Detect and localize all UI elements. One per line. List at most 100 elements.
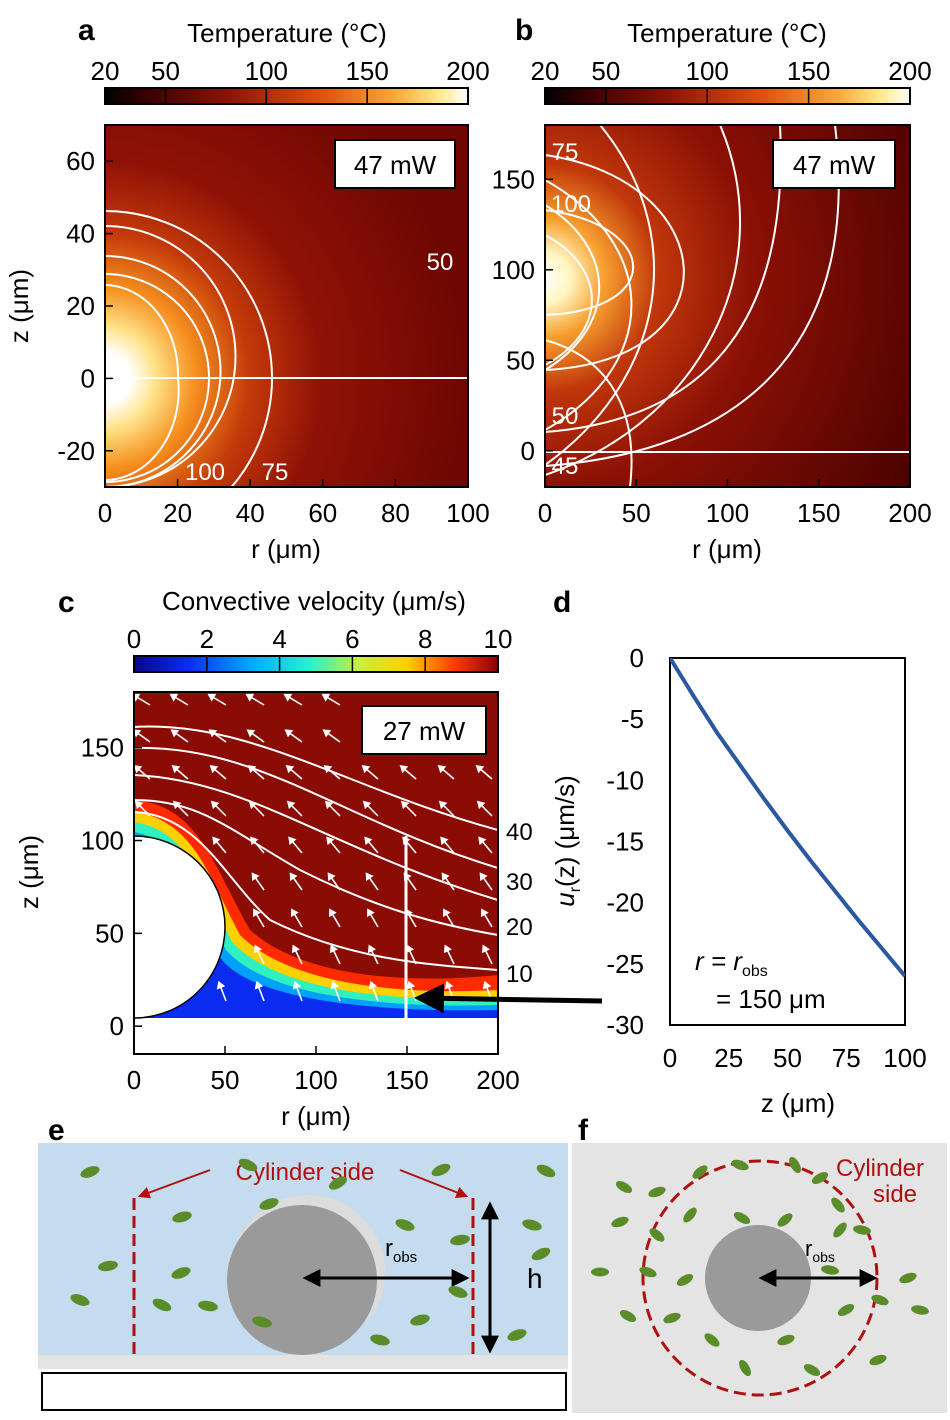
bacterium bbox=[172, 1211, 192, 1223]
power-label-a: 47 mW bbox=[354, 150, 437, 180]
colorbar-tick-label: 150 bbox=[345, 56, 388, 86]
velocity-arrowhead bbox=[288, 836, 297, 846]
ylabel-d-rest: (z) (μm/s) bbox=[550, 775, 580, 887]
bacterium bbox=[70, 1294, 90, 1306]
velocity-arrowhead bbox=[253, 908, 261, 918]
velocity-arrowhead bbox=[368, 980, 378, 990]
velocity-arrowhead bbox=[289, 872, 298, 882]
power-box-a bbox=[334, 139, 456, 189]
right-label-20: 20 bbox=[506, 914, 533, 941]
x-tick-label: 200 bbox=[888, 498, 931, 528]
y-tick-label: 20 bbox=[66, 291, 95, 321]
velocity-arrowhead bbox=[208, 729, 218, 738]
velocity-arrowhead bbox=[400, 800, 410, 810]
sphere-e bbox=[227, 1205, 377, 1355]
velocity-arrowhead bbox=[327, 872, 336, 882]
velocity-arrowhead bbox=[134, 765, 143, 774]
xlabel-c: r (μm) bbox=[281, 1101, 351, 1131]
velocity-arrowhead bbox=[482, 980, 492, 990]
velocity-arrowhead bbox=[207, 693, 217, 702]
velocity-arrowhead bbox=[212, 836, 221, 846]
contour-label-50-b: 50 bbox=[552, 403, 579, 430]
ylabel-d-sub: r bbox=[567, 886, 584, 892]
bacterium bbox=[733, 1212, 751, 1224]
ylabel-a: z (μm) bbox=[4, 269, 34, 343]
h-label-e: h bbox=[527, 1263, 543, 1294]
velocity-arrowhead bbox=[476, 800, 486, 810]
panel-letter-b: b bbox=[515, 14, 533, 47]
y-tick-label: 0 bbox=[521, 436, 535, 466]
y-tick-label: 150 bbox=[492, 164, 535, 194]
velocity-arrowhead bbox=[367, 944, 377, 954]
y-tick-label: -5 bbox=[621, 704, 644, 734]
y-tick-label: 50 bbox=[506, 345, 535, 375]
axes-b: 0 50 100 150 200 0 50 100 150 bbox=[492, 164, 932, 528]
y-tick-label: -30 bbox=[606, 1010, 644, 1040]
y-tick-label: -20 bbox=[606, 888, 644, 918]
velocity-arrowhead bbox=[481, 944, 491, 954]
colorbar-tick-label: 0 bbox=[127, 624, 141, 654]
velocity-arrowhead bbox=[253, 944, 263, 954]
velocity-arrowhead bbox=[440, 836, 449, 846]
svg-text:ur(z) (μm/s): ur(z) (μm/s) bbox=[550, 775, 584, 907]
bacterium bbox=[431, 1163, 451, 1177]
velocity-arrowhead bbox=[437, 764, 447, 774]
substrate-e bbox=[38, 1355, 568, 1369]
cylinder-label-e: Cylinder side bbox=[236, 1159, 375, 1186]
velocity-arrowhead bbox=[479, 872, 488, 882]
bacterium bbox=[98, 1260, 118, 1272]
bacterium bbox=[911, 1305, 929, 1315]
sphere-f bbox=[705, 1225, 811, 1331]
velocity-arrowhead bbox=[481, 908, 489, 918]
x-tick-label: 150 bbox=[385, 1065, 428, 1095]
velocity-arrowhead bbox=[322, 729, 332, 738]
colorbar-a-label: Temperature (°C) bbox=[187, 18, 387, 48]
bacterium bbox=[238, 1158, 258, 1172]
velocity-arrowhead bbox=[405, 944, 415, 954]
x-tick-label: 60 bbox=[308, 498, 337, 528]
bacterium bbox=[837, 1304, 855, 1316]
cylinder-pointer-right bbox=[399, 1169, 469, 1199]
velocity-arrowhead bbox=[403, 872, 412, 882]
bacterium bbox=[869, 1354, 887, 1366]
y-tick-label: -15 bbox=[606, 827, 644, 857]
x-tick-label: 100 bbox=[706, 498, 749, 528]
panel-letter-f: f bbox=[578, 1114, 589, 1147]
velocity-arrowhead bbox=[324, 800, 334, 810]
velocity-arrowhead bbox=[329, 944, 339, 954]
r-obs-label-f: robs bbox=[805, 1236, 835, 1265]
y-tick-label: -20 bbox=[57, 436, 95, 466]
velocity-arrowhead bbox=[406, 980, 416, 990]
x-tick-label: 200 bbox=[476, 1065, 519, 1095]
velocity-arrowhead bbox=[134, 800, 144, 810]
panel-e: e Cylinder side robs h bbox=[38, 1114, 568, 1411]
velocity-arrowhead bbox=[248, 800, 258, 810]
bacterium bbox=[739, 1359, 751, 1377]
x-tick-label: 80 bbox=[381, 498, 410, 528]
bacterium bbox=[80, 1166, 100, 1178]
y-tick-label: 150 bbox=[81, 733, 124, 763]
panel-c: c Convective velocity (μm/s) 0 2 4 6 8 10 bbox=[14, 586, 603, 1131]
colorbar-tick-label: 2 bbox=[200, 624, 214, 654]
power-box-b bbox=[772, 139, 896, 189]
velocity-arrowhead bbox=[292, 980, 302, 990]
velocity-field-c bbox=[134, 692, 498, 1054]
bacterium bbox=[198, 1300, 218, 1312]
bacterium bbox=[853, 1225, 871, 1235]
velocity-arrowhead bbox=[210, 800, 220, 810]
colorbar-tick-label: 200 bbox=[446, 56, 489, 86]
velocity-arrowhead bbox=[364, 836, 373, 846]
velocity-arrowhead bbox=[330, 980, 340, 990]
x-tick-label: 50 bbox=[622, 498, 651, 528]
panel-letter-c: c bbox=[58, 586, 75, 619]
xlabel-d: z (μm) bbox=[761, 1088, 835, 1118]
power-box-c bbox=[361, 705, 487, 755]
velocity-arrowhead bbox=[367, 908, 375, 918]
y-tick-label: 0 bbox=[81, 363, 95, 393]
velocity-arrowhead bbox=[209, 764, 219, 774]
panel-letter-e: e bbox=[48, 1114, 65, 1147]
contour-label-100-a: 100 bbox=[185, 459, 225, 486]
colorbar-tick-label: 8 bbox=[418, 624, 432, 654]
velocity-arrowhead bbox=[478, 836, 487, 846]
